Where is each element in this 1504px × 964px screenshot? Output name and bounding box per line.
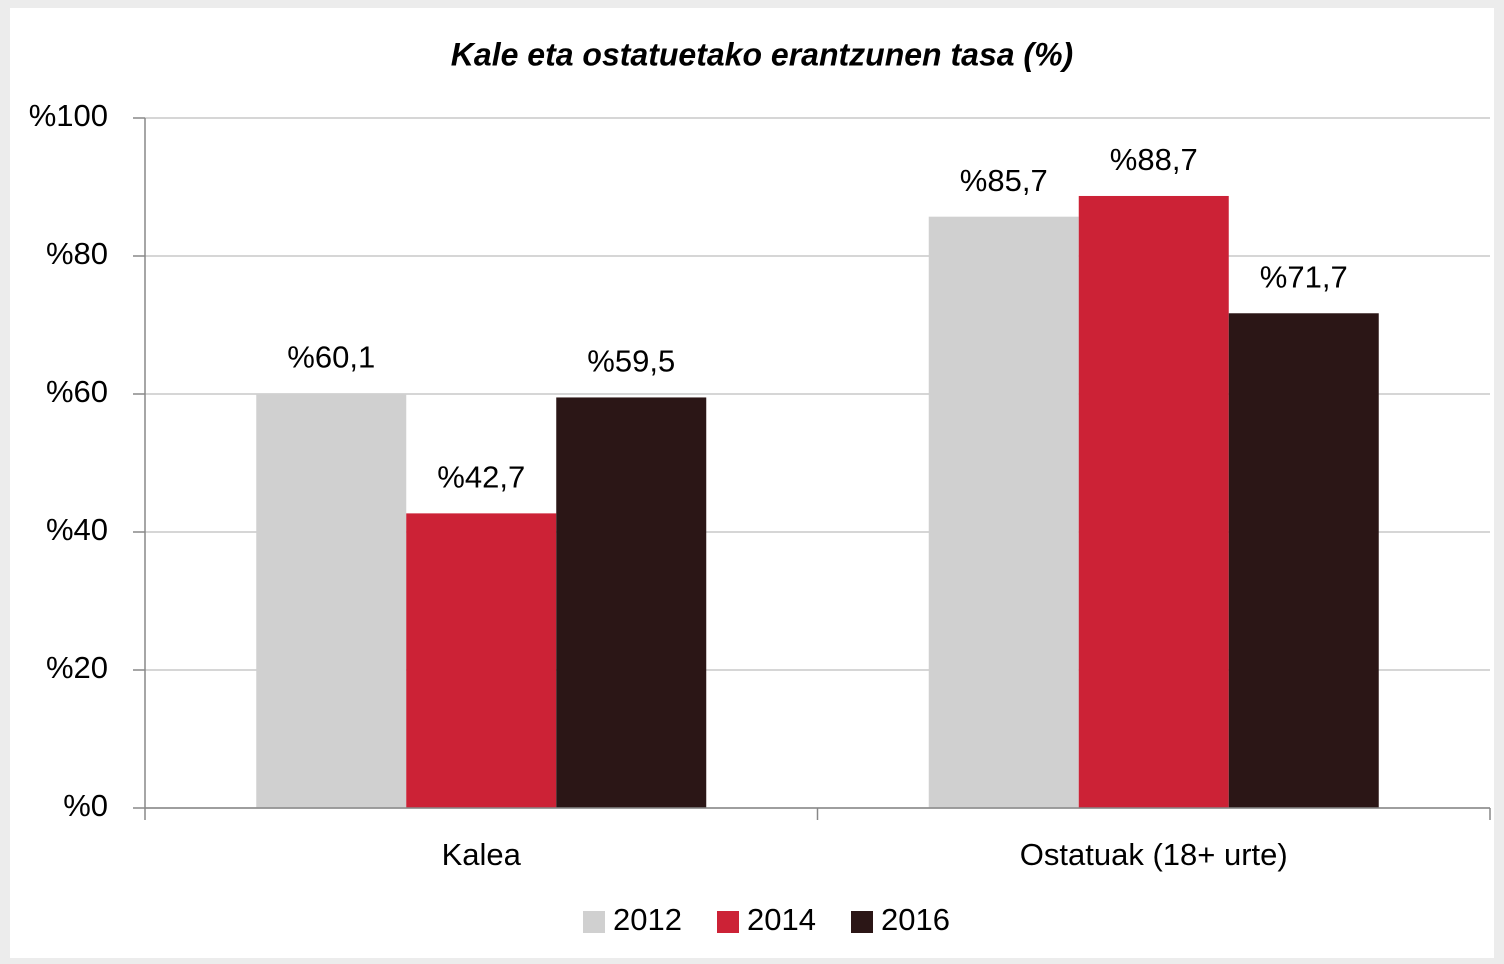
bar (1078, 195, 1229, 809)
y-tick-label: %100 (29, 98, 108, 133)
y-tick-label: %20 (46, 650, 108, 685)
legend-swatch (583, 911, 605, 933)
y-tick-label: %40 (46, 512, 108, 547)
bar (256, 393, 407, 808)
x-tick-label: Kalea (442, 837, 522, 872)
data-label: %59,5 (587, 344, 675, 379)
data-label: %88,7 (1110, 142, 1198, 177)
bar (406, 513, 557, 808)
bar (1228, 313, 1379, 808)
data-label: %42,7 (437, 460, 525, 495)
chart-title: Kale eta ostatuetako erantzunen tasa (%) (451, 36, 1073, 72)
legend-label: 2016 (881, 902, 950, 937)
bar (556, 397, 707, 808)
y-tick-label: %60 (46, 374, 108, 409)
y-tick-label: %0 (63, 788, 108, 823)
legend-swatch (717, 911, 739, 933)
y-tick-label: %80 (46, 236, 108, 271)
legend-swatch (851, 911, 873, 933)
data-label: %85,7 (960, 163, 1048, 198)
legend-label: 2012 (613, 902, 682, 937)
bar (928, 216, 1079, 809)
legend-label: 2014 (747, 902, 816, 937)
data-label: %71,7 (1260, 259, 1348, 294)
data-label: %60,1 (287, 339, 375, 374)
x-tick-label: Ostatuak (18+ urte) (1020, 837, 1288, 872)
